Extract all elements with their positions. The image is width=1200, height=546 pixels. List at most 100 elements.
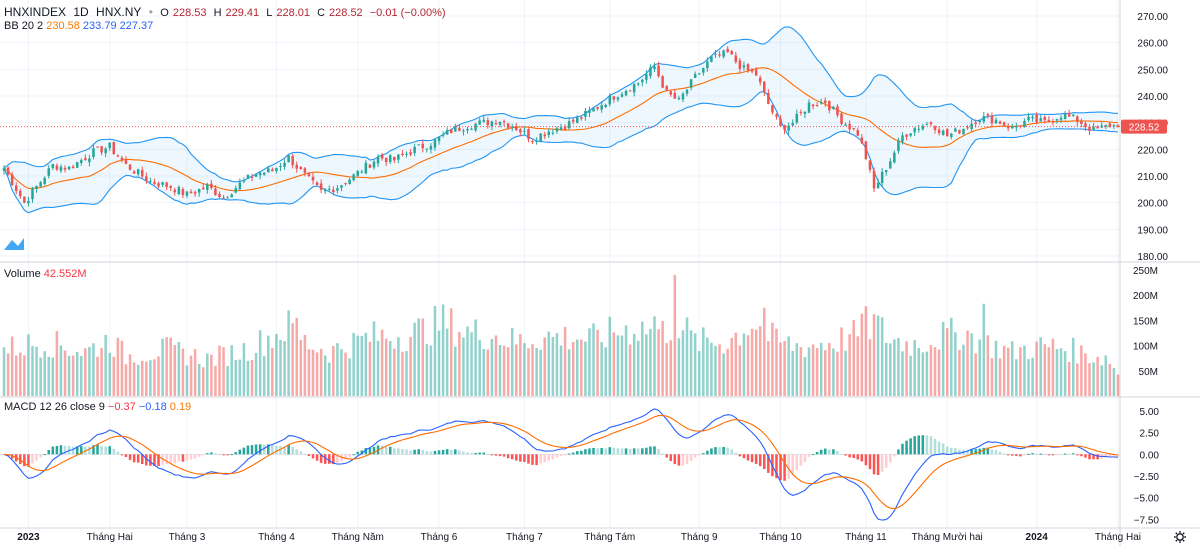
candle-body <box>59 166 63 171</box>
candle-body <box>1092 127 1095 130</box>
macd-histogram-bar <box>323 454 327 464</box>
candle-body <box>348 179 351 185</box>
macd-histogram-bar <box>1023 454 1026 456</box>
candle-body <box>893 152 896 163</box>
candle-body <box>746 64 750 71</box>
macd-histogram-bar <box>283 446 286 455</box>
macd-histogram-bar <box>1043 453 1047 455</box>
volume-bar <box>462 337 465 396</box>
candle-body <box>441 134 445 136</box>
volume-bar <box>543 337 546 396</box>
candle-body <box>486 120 490 126</box>
candle-body <box>519 129 522 133</box>
candle-body <box>206 184 209 190</box>
volume-bar <box>67 355 71 396</box>
macd-histogram-bar <box>941 443 945 455</box>
candle-body <box>92 148 95 158</box>
bb-upper-line <box>3 26 1118 183</box>
volume-tick-label: 200M <box>1133 291 1158 302</box>
volume-bar <box>856 336 860 396</box>
macd-signal-line <box>3 414 1119 510</box>
volume-bar <box>92 343 95 396</box>
volume-bar <box>1023 345 1026 396</box>
volume-bar <box>868 339 872 396</box>
macd-histogram-bar <box>710 448 713 455</box>
macd-tick-label: 0.00 <box>1140 450 1160 461</box>
candle-body <box>409 152 412 155</box>
volume-bar <box>295 317 299 396</box>
volume-tick-label: 100M <box>1133 342 1158 353</box>
volume-bar <box>161 338 164 396</box>
volume-bar <box>775 328 778 396</box>
macd-histogram-bar <box>258 444 262 455</box>
candle-body <box>571 119 575 122</box>
candle-body <box>941 130 945 135</box>
volume-bar <box>234 360 238 396</box>
macd-pane[interactable] <box>0 408 1120 521</box>
time-tick-label: Tháng Hai <box>87 532 133 543</box>
macd-histogram-bar <box>445 449 449 455</box>
macd-histogram-bar <box>571 452 575 455</box>
volume-bar <box>96 356 99 396</box>
volume-legend[interactable]: Volume 42.552M <box>4 268 87 280</box>
bb-legend[interactable]: BB 20 2 230.58 233.79 227.37 <box>4 20 153 32</box>
volume-bar <box>393 348 396 396</box>
candle-body <box>689 79 693 88</box>
macd-histogram-bar <box>303 453 307 455</box>
candle-body <box>319 183 323 190</box>
volume-tick-label: 250M <box>1133 266 1158 277</box>
candle-body <box>2 168 6 171</box>
macd-histogram-bar <box>80 446 83 455</box>
symbol-name[interactable]: HNXINDEX <box>4 5 67 19</box>
volume-bar <box>547 331 551 396</box>
volume-bar <box>348 358 351 396</box>
candle-body <box>405 153 408 155</box>
candle-body <box>673 92 677 99</box>
candle-body <box>1039 118 1042 122</box>
candle-body <box>1112 125 1116 127</box>
candle-body <box>397 154 400 160</box>
macd-histogram-bar <box>917 435 921 455</box>
macd-histogram-bar <box>519 454 522 462</box>
volume-bar <box>1047 347 1051 396</box>
candle-body <box>730 51 734 55</box>
volume-bar <box>336 343 339 396</box>
volume-bar <box>287 310 290 396</box>
volume-bar <box>510 328 514 396</box>
volume-bar <box>657 329 660 396</box>
candle-body <box>1002 122 1006 126</box>
candle-body <box>303 168 307 173</box>
gear-tooth <box>1182 539 1185 542</box>
candle-body <box>596 106 599 109</box>
macd-legend[interactable]: MACD 12 26 close 9 −0.37 −0.18 0.19 <box>4 401 191 413</box>
volume-bar <box>730 337 734 396</box>
volume-bar <box>1067 361 1071 396</box>
volume-bar <box>1019 347 1022 396</box>
candle-body <box>970 123 973 129</box>
candle-body <box>555 128 559 132</box>
candle-body <box>380 154 384 159</box>
settings-gear-icon[interactable] <box>1174 531 1186 543</box>
macd-histogram-bar <box>319 454 323 463</box>
macd-histogram-bar <box>1015 454 1018 457</box>
volume-bar <box>884 342 888 396</box>
volume-bar <box>108 352 111 396</box>
macd-histogram-bar <box>27 454 30 467</box>
macd-histogram-bar <box>819 449 823 455</box>
macd-histogram-bar <box>791 454 794 476</box>
price-pane[interactable] <box>0 26 1120 214</box>
macd-histogram-bar <box>31 454 34 464</box>
volume-bar <box>39 357 42 396</box>
candle-body <box>132 171 136 174</box>
volume-bar <box>836 351 839 396</box>
candle-body <box>295 164 299 169</box>
macd-histogram-bar <box>214 453 217 455</box>
candle-body <box>889 161 892 169</box>
candle-body <box>616 97 620 100</box>
volume-pane[interactable] <box>2 275 1120 396</box>
bb-lower-value: 227.37 <box>119 20 154 32</box>
candle-body <box>998 121 1002 124</box>
candle-body <box>478 120 481 125</box>
interval-label[interactable]: 1D <box>73 5 89 19</box>
